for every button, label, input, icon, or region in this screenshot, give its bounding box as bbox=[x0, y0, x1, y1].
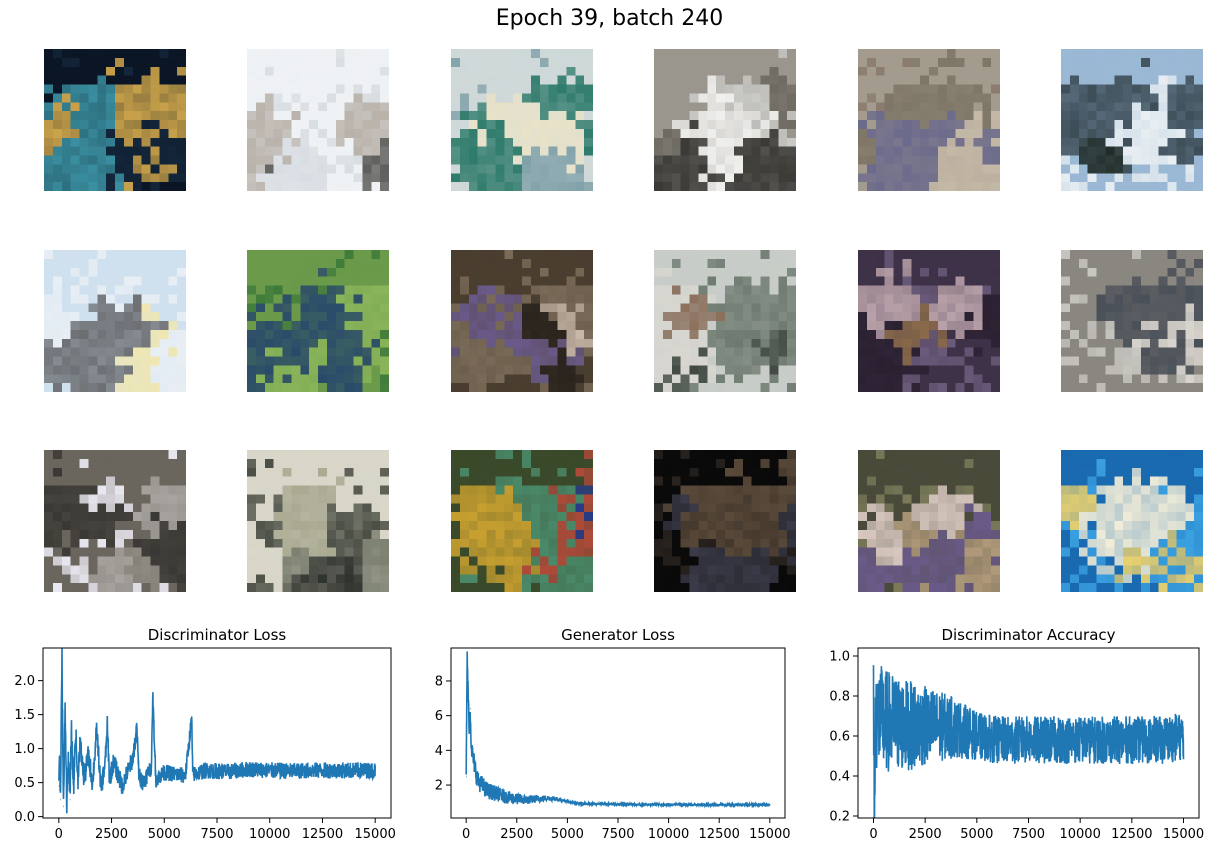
chart-title: Generator Loss bbox=[561, 626, 675, 644]
x-tick-label: 12500 bbox=[302, 827, 343, 842]
x-tick-label: 7500 bbox=[601, 827, 634, 842]
generated-sample-image bbox=[44, 250, 186, 392]
y-tick-label: 0.8 bbox=[829, 690, 850, 705]
y-tick-label: 0.2 bbox=[829, 810, 850, 825]
chart-panel: Discriminator Accuracy 0 2500 5000 7500 10000… bbox=[829, 626, 1204, 842]
y-tick-label: 0.0 bbox=[14, 810, 35, 825]
generated-sample-image bbox=[44, 450, 186, 592]
y-tick-label: 2 bbox=[435, 779, 443, 794]
x-tick-label: 12500 bbox=[699, 827, 740, 842]
generated-sample-image bbox=[654, 250, 796, 392]
generated-sample-image bbox=[247, 49, 389, 191]
generated-sample-image bbox=[451, 49, 593, 191]
y-tick-label: 0.4 bbox=[829, 770, 850, 785]
y-tick-label: 1.0 bbox=[14, 742, 35, 757]
x-tick-label: 0 bbox=[462, 827, 470, 842]
x-tick-label: 2500 bbox=[500, 827, 533, 842]
series-line bbox=[872, 665, 1185, 818]
axes-frame bbox=[450, 647, 786, 819]
x-tick-label: 15000 bbox=[1163, 827, 1204, 842]
generated-sample-image bbox=[44, 49, 186, 191]
series-line bbox=[465, 651, 771, 809]
series-line bbox=[58, 648, 376, 814]
y-tick-label: 4 bbox=[435, 744, 443, 759]
x-tick-label: 7500 bbox=[200, 827, 233, 842]
y-tick-label: 6 bbox=[435, 709, 443, 724]
y-tick-label: 1.0 bbox=[829, 650, 850, 665]
generated-sample-image bbox=[654, 49, 796, 191]
generated-sample-image bbox=[654, 450, 796, 592]
x-tick-label: 5000 bbox=[551, 827, 584, 842]
x-tick-label: 15000 bbox=[749, 827, 790, 842]
x-tick-label: 2500 bbox=[909, 827, 942, 842]
generated-sample-image bbox=[451, 250, 593, 392]
x-tick-label: 10000 bbox=[648, 827, 689, 842]
x-tick-label: 10000 bbox=[1059, 827, 1100, 842]
figure-title: Epoch 39, batch 240 bbox=[495, 6, 724, 31]
x-tick-label: 5000 bbox=[960, 827, 993, 842]
x-tick-label: 5000 bbox=[148, 827, 181, 842]
generated-sample-image bbox=[858, 250, 1000, 392]
generated-sample-image bbox=[858, 450, 1000, 592]
generated-sample-image bbox=[1061, 250, 1203, 392]
chart-title: Discriminator Loss bbox=[148, 626, 287, 644]
y-tick-label: 0.6 bbox=[829, 730, 850, 745]
generated-sample-image bbox=[858, 49, 1000, 191]
y-tick-label: 8 bbox=[435, 674, 443, 689]
x-tick-label: 0 bbox=[869, 827, 877, 842]
generated-sample-image bbox=[247, 450, 389, 592]
x-tick-label: 10000 bbox=[249, 827, 290, 842]
x-tick-label: 7500 bbox=[1012, 827, 1045, 842]
y-tick-label: 2.0 bbox=[14, 674, 35, 689]
chart-title: Discriminator Accuracy bbox=[941, 626, 1115, 644]
x-tick-label: 2500 bbox=[95, 827, 128, 842]
x-tick-label: 15000 bbox=[355, 827, 396, 842]
generated-sample-image bbox=[247, 250, 389, 392]
chart-panel: Discriminator Loss 0 2500 5000 7500 10000 1250… bbox=[14, 626, 396, 842]
y-tick-label: 1.5 bbox=[14, 708, 35, 723]
y-tick-label: 0.5 bbox=[14, 776, 35, 791]
generated-sample-image bbox=[451, 450, 593, 592]
x-tick-label: 0 bbox=[55, 827, 63, 842]
x-tick-label: 12500 bbox=[1111, 827, 1152, 842]
chart-panel: Generator Loss 0 2500 5000 7500 10000 12500 150… bbox=[435, 626, 791, 842]
generated-sample-image bbox=[1061, 450, 1203, 592]
generated-sample-image bbox=[1061, 49, 1203, 191]
